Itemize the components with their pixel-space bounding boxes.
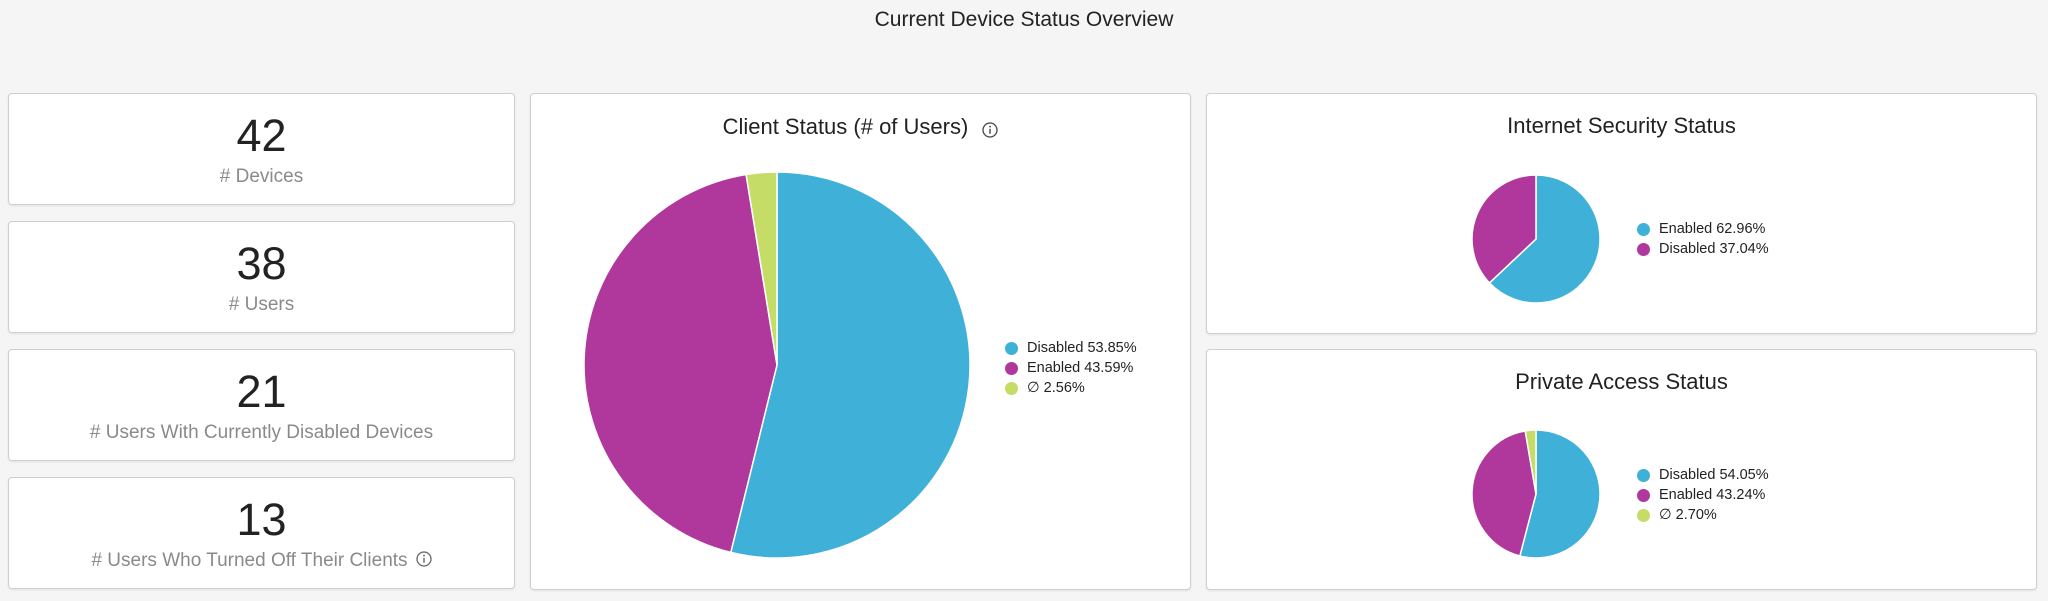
- info-icon[interactable]: [982, 118, 999, 138]
- stat-label-text: # Users Who Turned Off Their Clients: [91, 550, 408, 571]
- legend-swatch: [1637, 468, 1650, 482]
- stat-card-users: 38 # Users: [8, 221, 515, 333]
- legend-item[interactable]: Enabled 43.24%: [1637, 485, 1769, 505]
- stat-label: # Users Who Turned Off Their Clients: [9, 550, 514, 572]
- stat-label: # Users: [9, 294, 514, 316]
- legend-label: Enabled 62.96%: [1659, 221, 1766, 237]
- legend-swatch: [1637, 242, 1650, 256]
- chart-legend: Disabled 53.85% Enabled 43.59% ∅ 2.56%: [1005, 338, 1137, 398]
- legend-swatch: [1637, 508, 1650, 522]
- legend-label: Enabled 43.59%: [1027, 360, 1134, 376]
- pie-slice[interactable]: [1518, 429, 1601, 559]
- stat-card-users-turned-off-clients: 13 # Users Who Turned Off Their Clients: [8, 477, 515, 589]
- chart-legend: Disabled 54.05% Enabled 43.24% ∅ 2.70%: [1637, 465, 1769, 525]
- legend-item[interactable]: Disabled 54.05%: [1637, 465, 1769, 485]
- stat-label: # Devices: [9, 166, 514, 188]
- pie-slice[interactable]: [1471, 430, 1537, 557]
- chart-title: Internet Security Status: [1507, 113, 1736, 138]
- legend-item[interactable]: Disabled 37.04%: [1637, 239, 1769, 259]
- legend-swatch: [1637, 488, 1650, 502]
- stat-value: 38: [236, 238, 287, 289]
- legend-item[interactable]: ∅ 2.56%: [1005, 378, 1137, 398]
- internet-security-status-card: Internet Security Status Enabled 62.96% …: [1206, 93, 2037, 334]
- legend-item[interactable]: Enabled 62.96%: [1637, 219, 1769, 239]
- info-icon[interactable]: [415, 551, 432, 567]
- stat-card-users-disabled-devices: 21 # Users With Currently Disabled Devic…: [8, 349, 515, 461]
- stat-card-devices: 42 # Devices: [8, 93, 515, 205]
- page-title: Current Device Status Overview: [874, 8, 1174, 31]
- legend-swatch: [1005, 361, 1018, 375]
- client-status-card: Client Status (# of Users) Disabled 53.8…: [530, 93, 1191, 590]
- client-status-pie[interactable]: [531, 94, 1192, 591]
- legend-label: Disabled 54.05%: [1659, 467, 1769, 483]
- legend-label: ∅ 2.56%: [1027, 380, 1085, 396]
- legend-item[interactable]: Enabled 43.59%: [1005, 358, 1137, 378]
- stat-label-text: # Users With Currently Disabled Devices: [89, 422, 434, 443]
- legend-swatch: [1005, 381, 1018, 395]
- pie-slice[interactable]: [583, 173, 778, 554]
- legend-label: Disabled 53.85%: [1027, 340, 1137, 356]
- chart-legend: Enabled 62.96% Disabled 37.04%: [1637, 219, 1769, 259]
- internet-security-pie[interactable]: [1207, 94, 2038, 335]
- pie-slice[interactable]: [1471, 174, 1537, 284]
- legend-label: Disabled 37.04%: [1659, 241, 1769, 257]
- legend-swatch: [1637, 222, 1650, 236]
- stat-value: 42: [236, 110, 287, 161]
- legend-label: ∅ 2.70%: [1659, 507, 1717, 523]
- legend-label: Enabled 43.24%: [1659, 487, 1766, 503]
- pie-slice[interactable]: [1524, 429, 1537, 495]
- private-access-pie[interactable]: [1207, 350, 2038, 591]
- stat-label-text: # Devices: [219, 166, 304, 187]
- stat-value: 21: [236, 366, 287, 417]
- stat-label-text: # Users: [228, 294, 295, 315]
- private-access-status-card: Private Access Status Disabled 54.05% En…: [1206, 349, 2037, 590]
- pie-slice[interactable]: [729, 171, 971, 559]
- stat-label: # Users With Currently Disabled Devices: [9, 422, 514, 444]
- pie-slice[interactable]: [1488, 174, 1601, 304]
- stat-value: 13: [236, 494, 287, 545]
- chart-title-text: Client Status (# of Users): [722, 114, 969, 139]
- legend-swatch: [1005, 341, 1018, 355]
- chart-title: Client Status (# of Users): [531, 114, 1190, 140]
- legend-item[interactable]: Disabled 53.85%: [1005, 338, 1137, 358]
- chart-title: Private Access Status: [1515, 369, 1728, 394]
- pie-slice[interactable]: [745, 171, 778, 366]
- legend-item[interactable]: ∅ 2.70%: [1637, 505, 1769, 525]
